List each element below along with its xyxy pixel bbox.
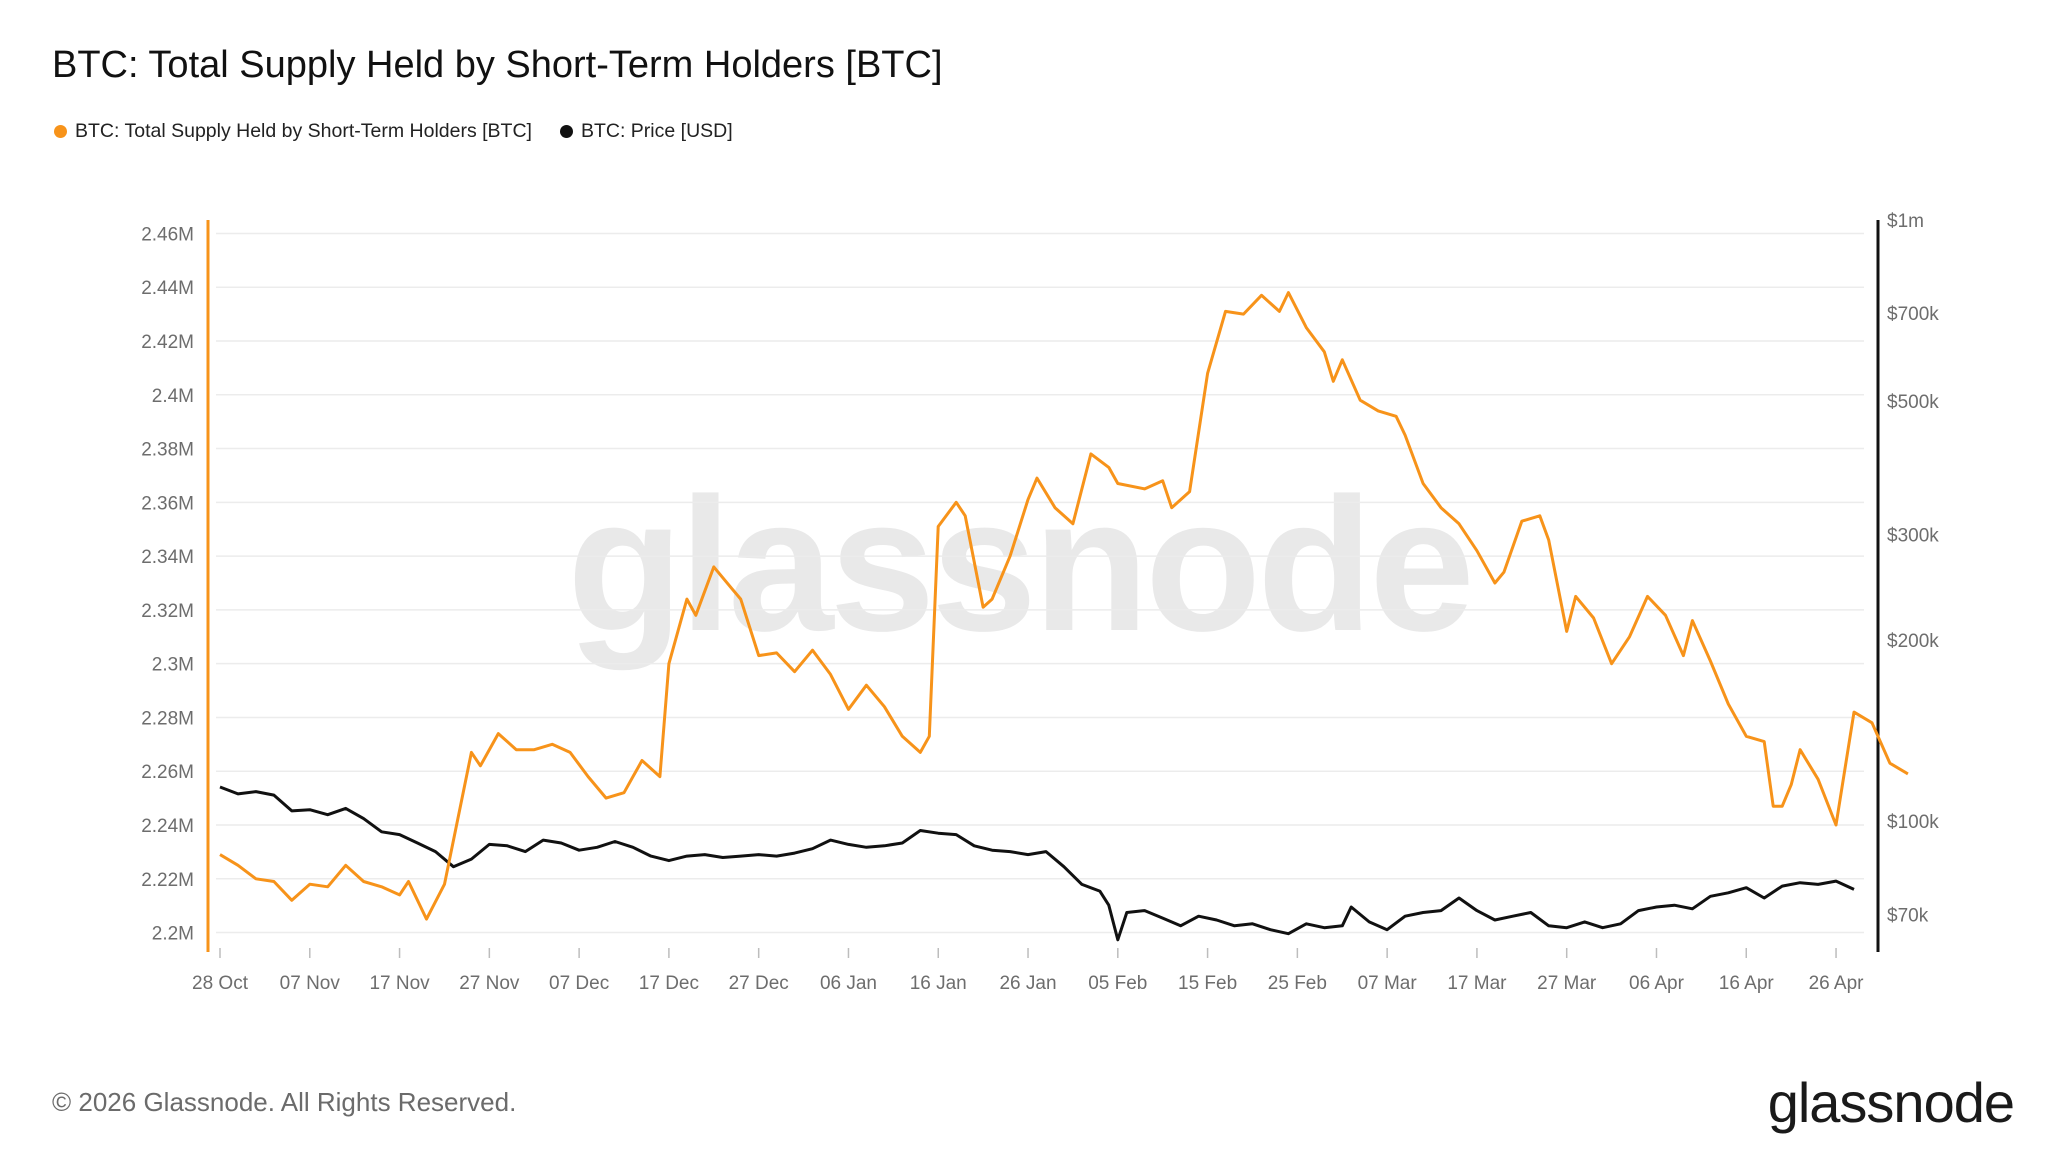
y-right-tick-label: $300k [1887,525,1939,546]
y-left-tick-label: 2.42M [141,332,194,353]
y-left-tick-label: 2.32M [141,601,194,622]
y-right-tick-label: $70k [1887,905,1929,926]
legend-label-price: BTC: Price [USD] [580,120,733,142]
grid-lines [216,232,1864,934]
x-tick-label: 16 Jan [910,973,967,994]
legend-item-supply[interactable]: BTC: Total Supply Held by Short-Term Hol… [54,120,532,143]
x-tick-label: 17 Nov [369,973,430,994]
y-left-tick-label: 2.22M [141,870,194,891]
x-tick-label: 07 Mar [1358,973,1418,994]
chart-plot-area: glassnode 2.2M2.22M2.24M2.26M2.28M2.3M2.… [141,211,1939,994]
y-left-tick-label: 2.36M [141,493,194,514]
legend-dot-price-icon [559,125,573,138]
left-axis-ticks: 2.2M 2.22M 2.24M 2.26M 2.28M 2.3M 2.32M 2.34M 2.… [141,220,210,952]
x-tick-label: 06 Apr [1629,973,1685,994]
legend-item-price[interactable]: BTC: Price [USD] [559,120,733,143]
legend-dot-supply-icon [54,125,67,138]
x-tick-label: 17 Dec [639,973,699,994]
x-tick-label: 26 Jan [999,973,1056,994]
y-left-tick-label: 2.2M [152,924,194,945]
y-right-tick-label: $500k [1887,392,1939,413]
y-left-tick-label: 2.38M [141,440,194,461]
y-left-tick-label: 2.3M [152,655,194,676]
x-tick-label: 15 Feb [1178,973,1237,994]
y-right-tick-label: $1m [1887,211,1924,232]
right-axis-ticks: $70k $100k $200k $300k $500k $700k $1m [1876,211,1939,952]
chart-watermark: glassnode [567,459,1471,671]
y-right-tick-label: $100k [1887,812,1939,833]
x-tick-label: 27 Nov [459,973,520,994]
x-tick-label: 06 Jan [820,973,877,994]
y-left-tick-label: 2.26M [141,762,194,783]
series-line-price [219,785,1855,942]
copyright-notice: © 2026 Glassnode. All Rights Reserved. [52,1087,517,1117]
legend-label-supply: BTC: Total Supply Held by Short-Term Hol… [75,120,532,142]
x-tick-label: 07 Nov [280,973,341,994]
x-tick-label: 27 Mar [1537,973,1597,994]
x-tick-label: 16 Apr [1719,973,1775,994]
glassnode-logo: glassnode [1767,1071,2015,1134]
x-tick-label: 05 Feb [1088,973,1147,994]
y-left-tick-label: 2.24M [141,816,194,837]
y-left-tick-label: 2.28M [141,708,194,729]
y-left-tick-label: 2.44M [141,278,194,299]
x-tick-label: 26 Apr [1809,973,1865,994]
y-right-tick-label: $700k [1887,304,1939,325]
x-tick-label: 28 Oct [192,973,249,994]
series-line-supply [219,291,1909,921]
y-left-tick-label: 2.46M [141,224,194,245]
x-axis-ticks: 28 Oct 07 Nov 17 Nov 27 Nov 07 Dec 17 Dec 27 D… [192,948,1864,994]
x-tick-label: 07 Dec [549,973,609,994]
x-tick-label: 17 Mar [1447,973,1507,994]
chart-title: BTC: Total Supply Held by Short-Term Hol… [52,44,943,86]
y-left-tick-label: 2.4M [152,386,194,407]
y-left-tick-label: 2.34M [141,547,194,568]
x-tick-label: 27 Dec [729,973,789,994]
y-right-tick-label: $200k [1887,631,1939,652]
chart-legend: BTC: Total Supply Held by Short-Term Hol… [54,120,733,143]
x-tick-label: 25 Feb [1268,973,1327,994]
